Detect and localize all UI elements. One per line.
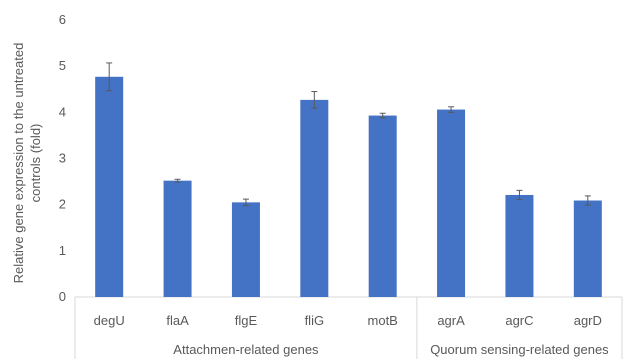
x-axis-group-labels: Attachmen-related genes Quorum sensing-re… [173, 342, 609, 357]
bar-flgE [231, 202, 260, 297]
bars [95, 76, 602, 298]
x-category-label-motB: motB [368, 313, 398, 328]
y-tick-label: 3 [59, 151, 66, 166]
y-tick-label: 4 [59, 104, 66, 119]
x-category-label-fliG: fliG [305, 313, 325, 328]
error-bar-degU [106, 62, 113, 92]
x-category-label-agrD: agrD [574, 313, 602, 328]
y-tick-label: 6 [59, 12, 66, 27]
error-bar-fliG [311, 91, 318, 109]
y-tick-label: 0 [59, 289, 66, 304]
x-category-label-degU: degU [94, 313, 125, 328]
bar-agrD [573, 200, 602, 297]
bar-agrA [437, 109, 466, 298]
x-group-label-2: Quorum sensing-related genes [430, 342, 609, 357]
bar-fliG [300, 99, 329, 297]
y-axis-title: Relative gene expression to the untreate… [11, 43, 43, 284]
error-bar-agrD [584, 195, 591, 206]
y-axis-title-line-1: Relative gene expression to the untreate… [11, 43, 26, 284]
error-bar-agrC [516, 189, 523, 201]
error-bar-agrA [448, 106, 455, 113]
y-axis-ticks: 0 1 2 3 4 5 6 [59, 12, 66, 304]
bar-degU [95, 76, 124, 297]
y-tick-label: 5 [59, 58, 66, 73]
error-bar-flgE [242, 198, 249, 207]
bar-motB [368, 115, 397, 297]
y-tick-label: 1 [59, 243, 66, 258]
y-axis-title-line-2: controls (fold) [28, 124, 43, 203]
bar-agrC [505, 194, 534, 297]
x-group-label-1: Attachmen-related genes [173, 342, 319, 357]
x-category-label-flgE: flgE [235, 313, 258, 328]
x-category-label-flaA: flaA [166, 313, 189, 328]
error-bars [106, 62, 591, 207]
x-category-label-agrA: agrA [437, 313, 465, 328]
x-category-label-agrC: agrC [505, 313, 533, 328]
error-bar-flaA [174, 178, 181, 183]
y-tick-label: 2 [59, 197, 66, 212]
error-bar-motB [379, 112, 386, 119]
bar-flaA [163, 180, 192, 297]
x-axis-category-labels: degU flaA flgE fliG motB agrA agrC agrD [94, 313, 602, 328]
